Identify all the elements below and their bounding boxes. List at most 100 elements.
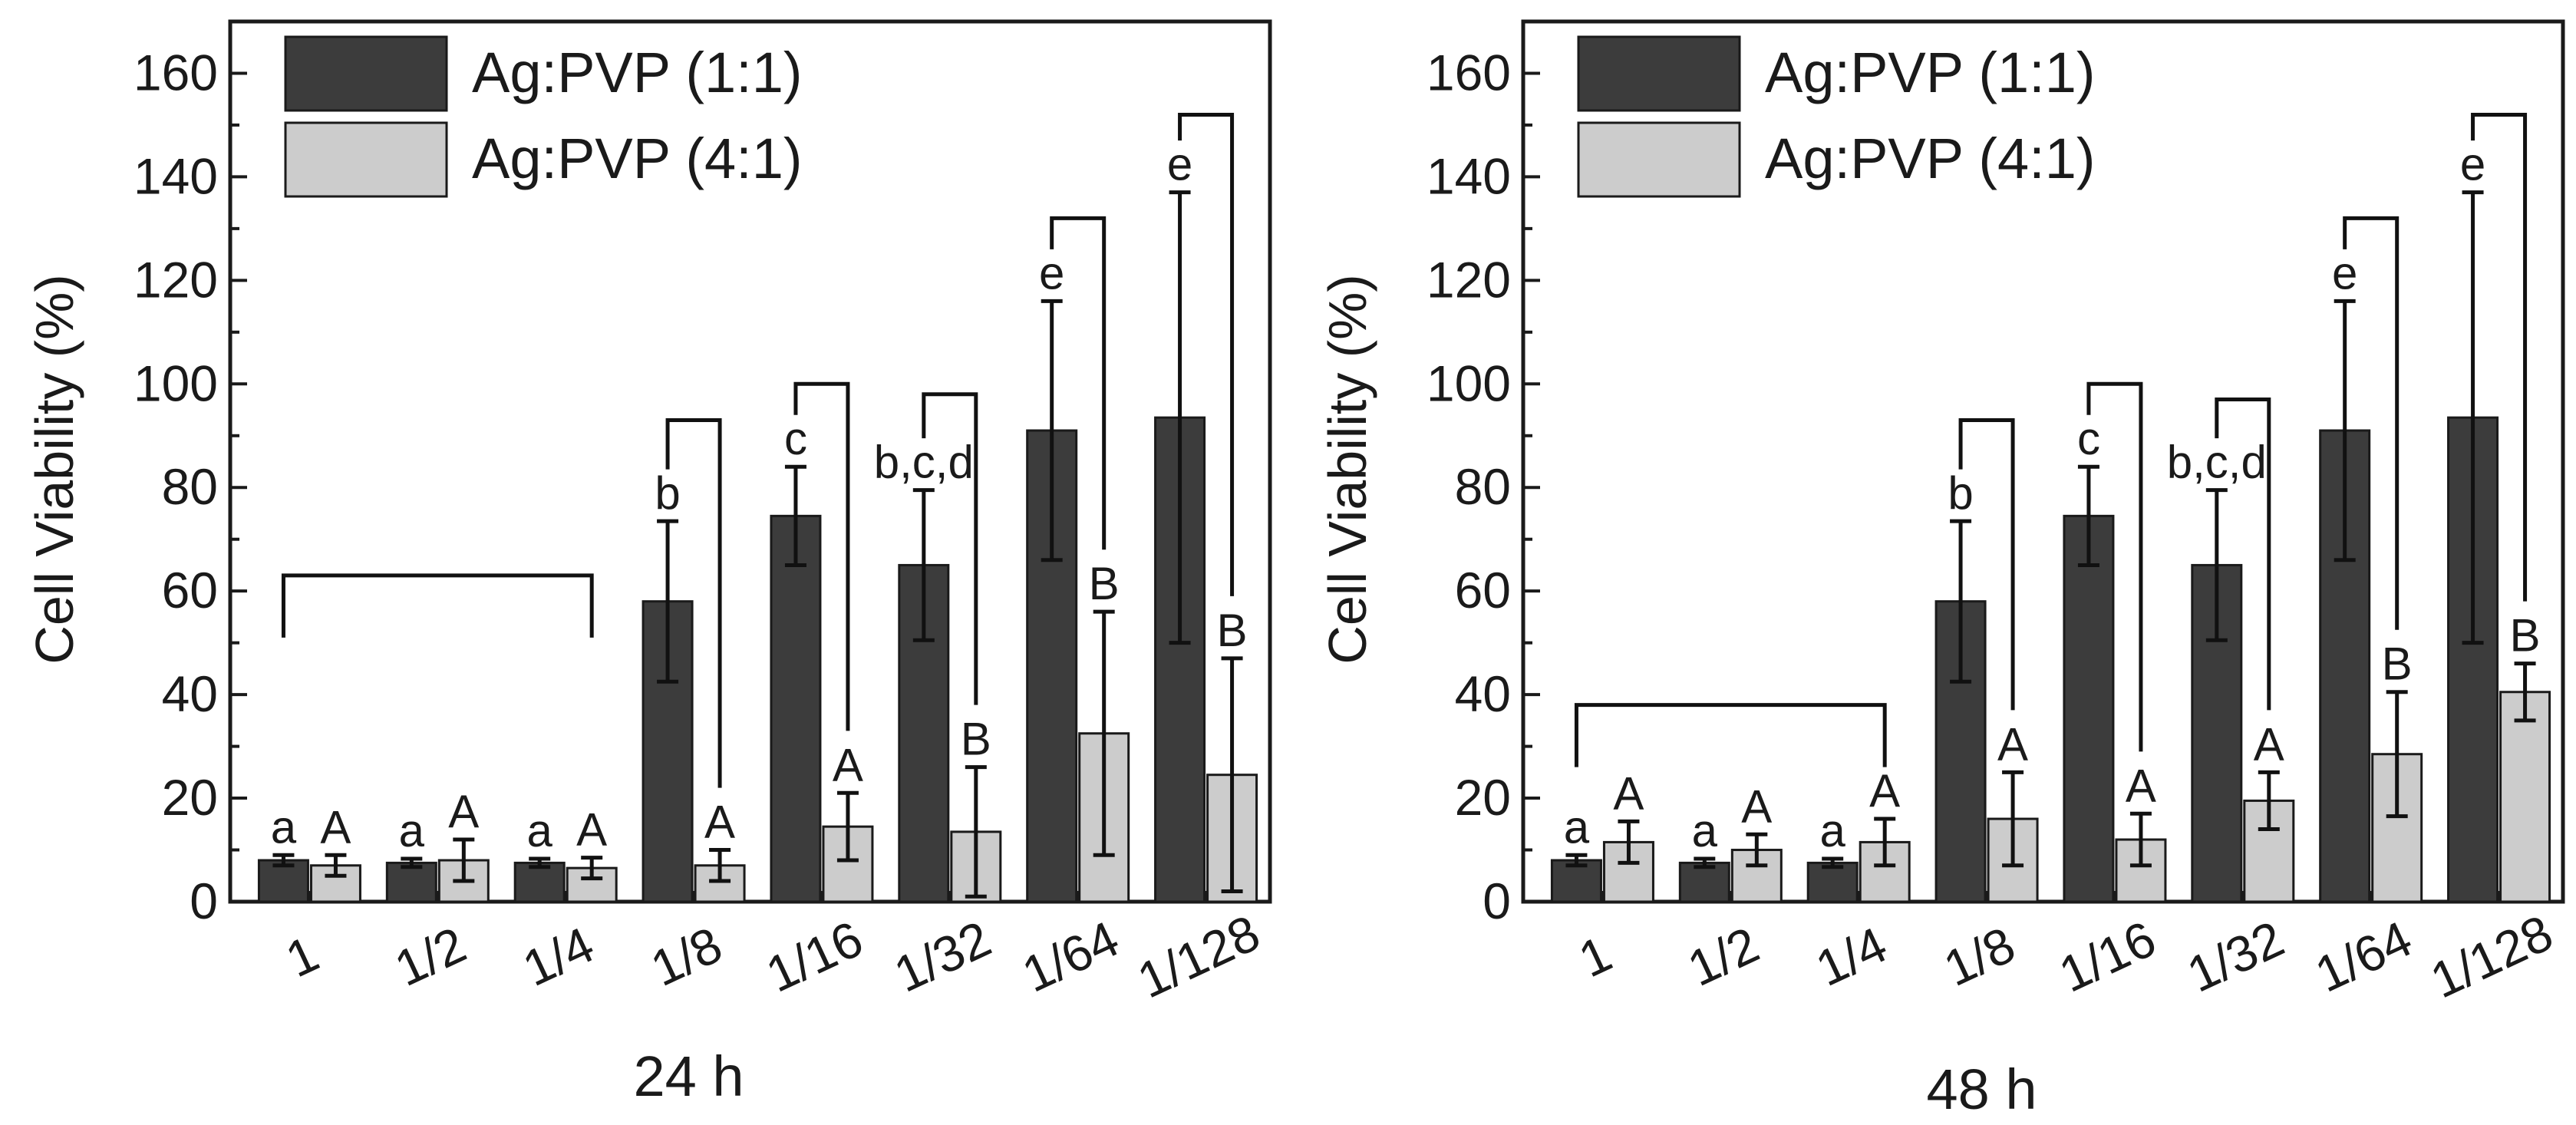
x-tick-label: 1/4 (1807, 916, 1895, 997)
bar-ag-pvp-4-1 (566, 866, 618, 903)
y-tick-label: 160 (1427, 44, 1511, 101)
y-axis-label: Cell Viability (%) (25, 274, 84, 664)
y-tick-label: 60 (1455, 562, 1511, 619)
bar-ag-pvp-1-1 (2063, 514, 2115, 903)
bar-ag-pvp-1-1 (1806, 861, 1859, 903)
significance-letter: A (1741, 780, 1772, 832)
x-axis-label: 48 h (1926, 1057, 2037, 1121)
y-tick-label: 140 (1427, 147, 1511, 204)
legend-label: Ag:PVP (4:1) (472, 127, 803, 190)
x-tick-label: 1/4 (514, 916, 602, 997)
x-tick-label: 1 (277, 925, 327, 988)
y-tick-label: 60 (162, 562, 218, 619)
legend-label: Ag:PVP (4:1) (1765, 127, 2096, 190)
significance-letter: a (1564, 801, 1590, 853)
significance-letter: a (399, 805, 425, 856)
x-tick-label: 1/8 (1935, 916, 2023, 997)
significance-bracket (1050, 216, 1107, 550)
x-tick-label: 1/2 (1679, 916, 1766, 997)
y-tick-label: 80 (162, 458, 218, 515)
y-tick-label: 0 (1483, 873, 1511, 929)
x-tick-label: 1/64 (2307, 909, 2420, 1002)
y-tick-label: 100 (134, 355, 218, 411)
x-tick-label: 1/8 (642, 916, 730, 997)
x-tick-label: 1/16 (757, 909, 871, 1002)
significance-bracket (665, 418, 722, 788)
significance-letter: e (1167, 139, 1192, 190)
significance-letter: a (1820, 805, 1846, 856)
significance-letter: b (1948, 467, 1973, 519)
y-tick-label: 140 (134, 147, 218, 204)
significance-letter: A (1997, 718, 2028, 770)
bar-ag-pvp-4-1 (2115, 838, 2167, 903)
significance-letter: A (2254, 718, 2284, 770)
bar-ag-pvp-1-1 (513, 861, 566, 903)
x-tick-label: 1/128 (1129, 904, 1268, 1009)
legend-label: Ag:PVP (1:1) (1765, 41, 2096, 104)
y-tick-label: 100 (1427, 355, 1511, 411)
y-tick-label: 40 (1455, 665, 1511, 722)
x-tick-label: 1/32 (886, 909, 999, 1002)
x-tick-label: 1/32 (2179, 909, 2292, 1002)
significance-bracket (1574, 703, 1887, 767)
x-tick-label: 1/2 (386, 916, 473, 997)
plot-frame (1521, 19, 2565, 904)
significance-bracket (2215, 398, 2271, 711)
bar-ag-pvp-1-1 (642, 600, 694, 903)
significance-letter: e (2460, 139, 2485, 190)
y-tick-label: 160 (134, 44, 218, 101)
significance-letter: b,c,d (2167, 437, 2267, 488)
legend-swatch-ag-pvp-4-1 (1577, 121, 1741, 198)
significance-letter: B (2382, 638, 2413, 690)
significance-letter: B (2510, 610, 2541, 661)
y-tick-label: 20 (1455, 769, 1511, 826)
x-tick-label: 1 (1570, 925, 1620, 988)
legend-swatch-ag-pvp-1-1 (284, 35, 448, 112)
x-tick-label: 1/128 (2422, 904, 2561, 1009)
legend-swatch-ag-pvp-1-1 (1577, 35, 1741, 112)
significance-bracket (2086, 381, 2143, 752)
significance-letter: B (1217, 605, 1248, 656)
significance-bracket (2343, 216, 2400, 630)
significance-letter: A (704, 797, 735, 848)
bar-ag-pvp-1-1 (770, 514, 822, 903)
significance-bracket (1958, 418, 2015, 711)
significance-letter: A (320, 801, 351, 853)
significance-bracket (281, 573, 594, 638)
panel-24h: 0 20 40 60 80 100 120 140 160 Cell Viability (%) a… (25, 19, 1272, 1108)
significance-bracket (1178, 112, 1235, 596)
plot-frame (228, 19, 1272, 904)
x-tick-label: 1/64 (1014, 909, 1127, 1002)
significance-letter: A (2126, 760, 2156, 811)
y-tick-label: 120 (134, 251, 218, 308)
y-tick-label: 20 (162, 769, 218, 826)
significance-letter: A (576, 804, 607, 856)
significance-letter: A (1869, 765, 1900, 817)
y-tick-label: 80 (1455, 458, 1511, 515)
significance-letter: A (833, 739, 863, 790)
y-tick-label: 0 (190, 873, 218, 929)
significance-letter: B (961, 714, 991, 765)
bar-ag-pvp-4-1 (2499, 691, 2551, 903)
significance-bracket (2471, 112, 2528, 602)
significance-letter: b,c,d (874, 437, 974, 488)
significance-letter: b (655, 467, 680, 519)
significance-letter: a (271, 801, 297, 853)
significance-letter: A (1613, 767, 1644, 819)
significance-letter: A (448, 786, 479, 837)
y-tick-label: 40 (162, 665, 218, 722)
legend-swatch-ag-pvp-4-1 (284, 121, 448, 198)
significance-letter: e (2332, 247, 2357, 299)
significance-bracket (922, 392, 978, 705)
y-axis-label: Cell Viability (%) (1318, 274, 1377, 664)
y-tick-label: 120 (1427, 251, 1511, 308)
significance-letter: B (1089, 558, 1120, 609)
significance-letter: a (527, 805, 553, 856)
significance-letter: a (1692, 805, 1718, 856)
significance-letter: c (2077, 413, 2100, 464)
x-axis-label: 24 h (633, 1044, 744, 1108)
significance-letter: e (1039, 247, 1064, 299)
significance-letter: c (784, 413, 807, 464)
bar-ag-pvp-1-1 (1678, 861, 1730, 903)
